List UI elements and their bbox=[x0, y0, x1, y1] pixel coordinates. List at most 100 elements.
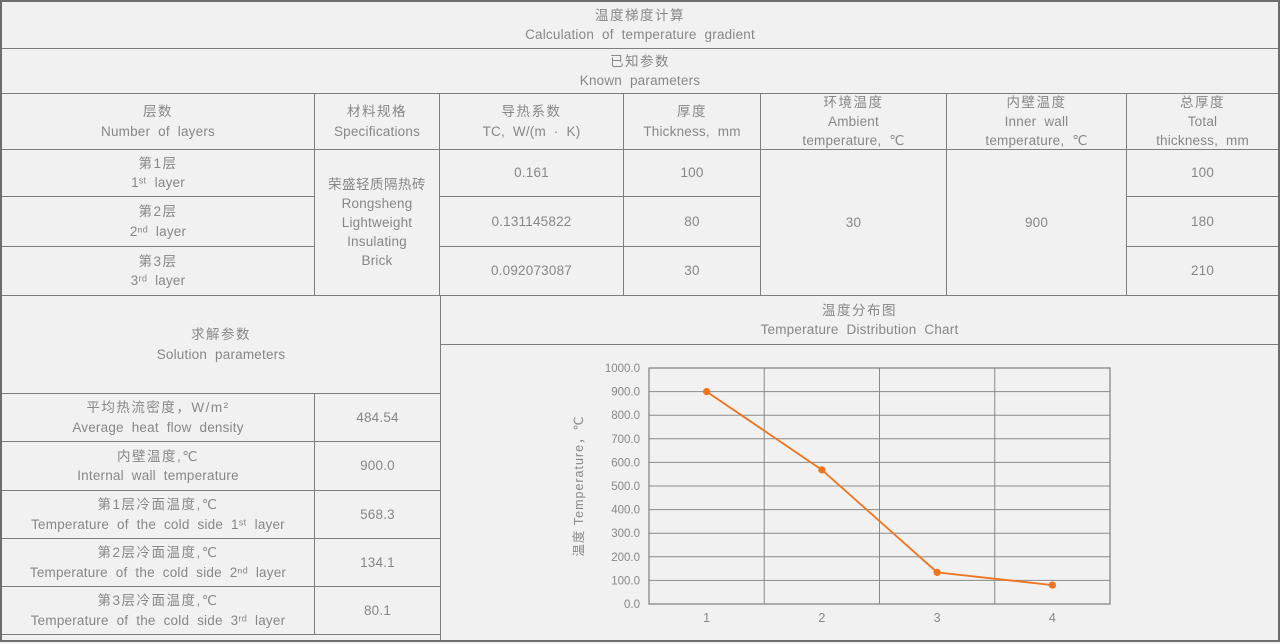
column-header-tc-en: TC, W/(m · K) bbox=[482, 123, 581, 139]
chart-section: 温度分布图 Temperature Distribution Chart 0.0… bbox=[440, 296, 1278, 640]
solution-label-cold-side-layer-3: 第3层冷面温度,℃ Temperature of the cold side 3… bbox=[2, 587, 315, 635]
solution-label-cold-side-layer-2: 第2层冷面温度,℃ Temperature of the cold side 2… bbox=[2, 539, 315, 587]
column-header-thickness-en: Thickness, mm bbox=[643, 123, 741, 139]
cell-layer-2-cn: 第2层 bbox=[138, 204, 178, 220]
cell-total-1: 100 bbox=[1127, 150, 1278, 197]
chart-title: 温度分布图 Temperature Distribution Chart bbox=[441, 296, 1278, 345]
cell-layer-3: 第3层 3ʳᵈ layer bbox=[2, 247, 315, 296]
column-header-total-en: Total thickness, mm bbox=[1156, 113, 1249, 149]
column-header-ambient-cn: 环境温度 bbox=[823, 94, 884, 110]
cell-total-2: 180 bbox=[1127, 197, 1278, 247]
cell-layer-1-cn: 第1层 bbox=[138, 155, 178, 171]
cell-thickness-3: 30 bbox=[624, 247, 761, 296]
cell-layer-3-en: 3ʳᵈ layer bbox=[130, 273, 186, 288]
x-tick-label: 3 bbox=[934, 611, 941, 625]
cell-tc-2: 0.131145822 bbox=[440, 197, 624, 247]
temperature-line bbox=[706, 390, 1053, 586]
cell-material-cn: 荣盛轻质隔热砖 bbox=[328, 176, 426, 192]
solution-label-4-en: Temperature of the cold side 3ʳᵈ layer bbox=[30, 612, 286, 628]
x-tick-label: 1 bbox=[703, 611, 710, 625]
column-header-ambient-temperature: 环境温度 Ambient temperature, ℃ bbox=[761, 94, 947, 150]
y-tick-label: 200.0 bbox=[611, 552, 640, 564]
column-header-layers-en: Number of layers bbox=[101, 123, 215, 139]
solution-value-cold-side-layer-2: 134.1 bbox=[315, 539, 440, 587]
column-header-tc-cn: 导热系数 bbox=[501, 104, 562, 120]
column-header-total-cn: 总厚度 bbox=[1180, 94, 1225, 110]
cell-total-1-value: 100 bbox=[1190, 165, 1215, 181]
cell-thickness-1: 100 bbox=[624, 150, 761, 197]
solution-label-2-en: Temperature of the cold side 1ˢᵗ layer bbox=[31, 516, 285, 532]
solution-label-1-cn: 内壁温度,℃ bbox=[117, 448, 199, 464]
solution-value-cold-side-layer-1: 568.3 bbox=[315, 491, 440, 539]
cell-total-3-value: 210 bbox=[1190, 263, 1215, 279]
solution-value-cold-side-layer-3: 80.1 bbox=[315, 587, 440, 635]
solution-label-0-en: Average heat flow density bbox=[72, 419, 244, 435]
known-parameters-header: 已知参数 Known parameters bbox=[2, 49, 1278, 94]
y-axis-title: 温度 Temperature，℃ bbox=[571, 415, 586, 556]
column-header-ambient-en: Ambient temperature, ℃ bbox=[802, 113, 905, 149]
plot-border bbox=[648, 367, 1111, 605]
cell-total-3: 210 bbox=[1127, 247, 1278, 296]
column-header-thickness: 厚度 Thickness, mm bbox=[624, 94, 761, 150]
solution-value-1: 900.0 bbox=[360, 458, 395, 474]
solution-label-2-cn: 第1层冷面温度,℃ bbox=[97, 497, 219, 513]
solution-label-3-cn: 第2层冷面温度,℃ bbox=[97, 545, 219, 561]
page-title: 温度梯度计算 Calculation of temperature gradie… bbox=[2, 2, 1278, 49]
y-tick-label: 800.0 bbox=[611, 410, 640, 422]
cell-layer-2-en: 2ⁿᵈ layer bbox=[129, 223, 187, 239]
cell-thickness-2: 80 bbox=[624, 197, 761, 247]
solution-value-4: 80.1 bbox=[363, 602, 392, 618]
y-tick-label: 700.0 bbox=[611, 434, 640, 446]
x-tick-label: 4 bbox=[1049, 611, 1056, 625]
cell-tc-1: 0.161 bbox=[440, 150, 624, 197]
cell-material-specifications: 荣盛轻质隔热砖 Rongsheng Lightweight Insulating… bbox=[315, 150, 440, 296]
solution-value-3: 134.1 bbox=[360, 554, 395, 570]
column-header-thickness-cn: 厚度 bbox=[677, 104, 707, 120]
cell-thickness-2-value: 80 bbox=[684, 213, 700, 229]
known-parameters-header-en: Known parameters bbox=[579, 73, 701, 88]
column-header-inner-wall-cn: 内壁温度 bbox=[1006, 94, 1067, 110]
cell-total-2-value: 180 bbox=[1190, 213, 1215, 229]
column-header-inner-wall-en: Inner wall temperature, ℃ bbox=[985, 113, 1088, 149]
solution-value-2: 568.3 bbox=[360, 506, 395, 522]
solution-label-4-cn: 第3层冷面温度,℃ bbox=[97, 593, 219, 609]
known-parameters-header-cn: 已知参数 bbox=[610, 53, 670, 69]
temperature-distribution-chart: 0.0 100.0 200.0 300.0 400.0 500.0 600.0 700.0 80… bbox=[571, 363, 1111, 625]
page-title-cn: 温度梯度计算 bbox=[595, 7, 685, 23]
cell-ambient-temperature: 30 bbox=[761, 150, 947, 296]
y-tick-label: 900.0 bbox=[611, 387, 640, 399]
y-tick-label: 600.0 bbox=[611, 457, 640, 469]
cell-inner-wall-value: 900 bbox=[1024, 214, 1049, 230]
cell-material-en: Rongsheng Lightweight Insulating Brick bbox=[341, 195, 413, 269]
cell-tc-3-value: 0.092073087 bbox=[490, 263, 573, 279]
column-header-inner-wall-temperature: 内壁温度 Inner wall temperature, ℃ bbox=[947, 94, 1127, 150]
solution-label-cold-side-layer-1: 第1层冷面温度,℃ Temperature of the cold side 1… bbox=[2, 491, 315, 539]
cell-layer-1-en: 1ˢᵗ layer bbox=[131, 175, 185, 190]
solution-header-cn: 求解参数 bbox=[191, 327, 251, 343]
cell-ambient-value: 30 bbox=[845, 214, 862, 230]
chart-title-en: Temperature Distribution Chart bbox=[760, 322, 959, 337]
cell-layer-1: 第1层 1ˢᵗ layer bbox=[2, 150, 315, 197]
solution-parameters-table: 求解参数 Solution parameters 平均热流密度，W/m² Ave… bbox=[2, 296, 440, 635]
column-header-specifications-en: Specifications bbox=[333, 123, 421, 139]
data-point bbox=[933, 568, 941, 576]
cell-tc-2-value: 0.131145822 bbox=[491, 213, 572, 229]
solution-parameters-header: 求解参数 Solution parameters bbox=[2, 296, 440, 394]
solution-value-0: 484.54 bbox=[356, 409, 399, 425]
column-header-specifications-cn: 材料规格 bbox=[347, 104, 407, 120]
x-tick-label: 2 bbox=[818, 611, 825, 625]
solution-value-internal-wall-temperature: 900.0 bbox=[315, 442, 440, 491]
y-tick-label: 0.0 bbox=[624, 599, 640, 611]
solution-label-heat-flow-density: 平均热流密度，W/m² Average heat flow density bbox=[2, 394, 315, 442]
solution-label-3-en: Temperature of the cold side 2ⁿᵈ layer bbox=[29, 564, 287, 580]
cell-thickness-3-value: 30 bbox=[684, 263, 700, 279]
y-tick-label: 500.0 bbox=[611, 481, 640, 493]
column-header-layers: 层数 Number of layers bbox=[2, 94, 315, 150]
column-header-total-thickness: 总厚度 Total thickness, mm bbox=[1127, 94, 1278, 150]
data-point bbox=[703, 388, 711, 396]
cell-inner-wall-temperature: 900 bbox=[947, 150, 1127, 296]
y-tick-label: 400.0 bbox=[611, 505, 640, 517]
data-point bbox=[1048, 581, 1056, 589]
page-title-en: Calculation of temperature gradient bbox=[525, 27, 755, 42]
